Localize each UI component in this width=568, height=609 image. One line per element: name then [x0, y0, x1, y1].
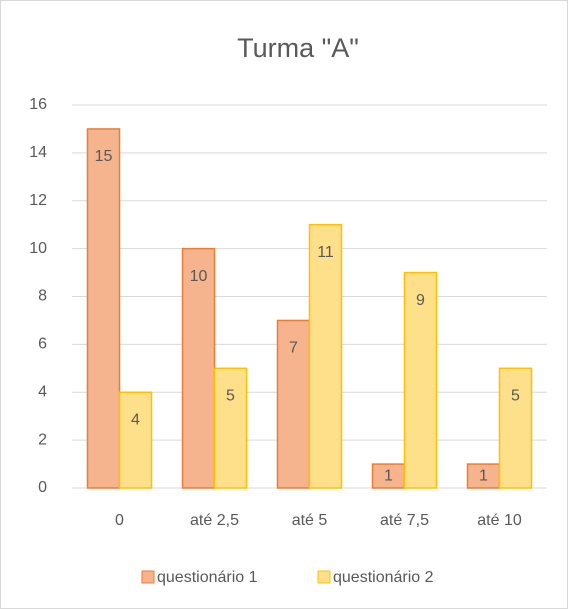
x-tick-label: até 5	[292, 512, 328, 529]
legend-label: questionário 2	[333, 569, 434, 586]
data-label: 5	[511, 388, 520, 405]
data-label: 5	[226, 388, 235, 405]
data-label: 10	[190, 268, 208, 285]
y-tick-label: 6	[38, 336, 47, 353]
x-tick-label: até 10	[477, 512, 522, 529]
y-tick-label: 0	[38, 479, 47, 496]
chart-title: Turma "A"	[237, 33, 359, 63]
bar	[118, 391, 153, 489]
data-label: 4	[131, 411, 140, 428]
bar	[276, 319, 311, 489]
y-tick-label: 4	[38, 383, 47, 400]
x-tick-label: até 7,5	[380, 512, 429, 529]
bar	[181, 247, 216, 489]
data-label: 1	[479, 467, 488, 484]
data-label: 11	[317, 244, 334, 261]
y-tick-label: 14	[29, 144, 47, 161]
x-tick-label: 0	[115, 512, 124, 529]
x-tick-label: até 2,5	[190, 512, 239, 529]
data-label: 7	[289, 340, 298, 357]
y-tick-label: 8	[38, 288, 47, 305]
legend-swatch	[317, 570, 331, 584]
bar	[498, 367, 533, 489]
bar	[86, 128, 121, 489]
data-label: 9	[416, 292, 425, 309]
data-label: 15	[95, 148, 113, 165]
y-tick-label: 12	[29, 192, 47, 209]
y-tick-label: 16	[29, 96, 47, 113]
bar	[213, 367, 248, 489]
bar	[403, 271, 438, 489]
legend-swatch	[141, 570, 155, 584]
y-tick-label: 2	[38, 431, 47, 448]
bar	[308, 223, 343, 489]
data-label: 1	[384, 467, 393, 484]
legend-label: questionário 1	[157, 569, 258, 586]
y-tick-label: 10	[29, 240, 47, 257]
